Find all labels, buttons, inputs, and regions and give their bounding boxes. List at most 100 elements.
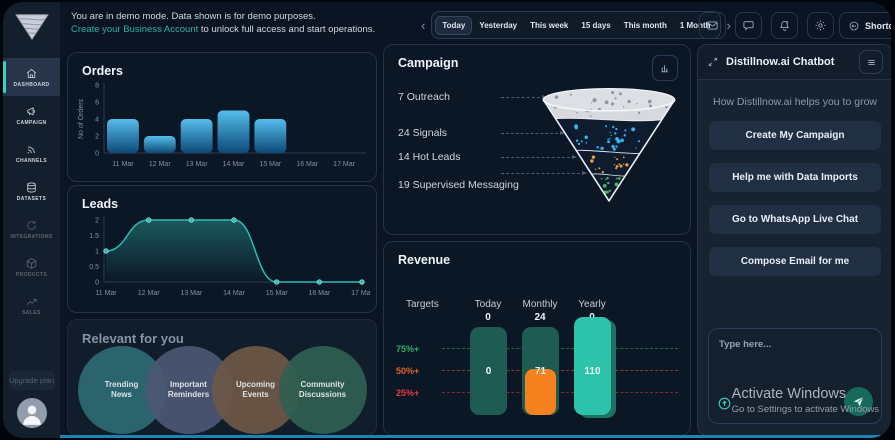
revenue-target-chart: Targets Today 0 Monthly 24 Yearly 0 75%+ 50%+ 25%… bbox=[384, 242, 690, 435]
chatbot-button-help-me-with-data-imports[interactable]: Help me with Data Imports bbox=[709, 163, 881, 192]
attach-button[interactable] bbox=[717, 396, 732, 416]
sidebar-item-datasets[interactable]: DATASETS bbox=[3, 172, 60, 210]
distillnow-logo-icon[interactable] bbox=[13, 11, 51, 48]
svg-text:0: 0 bbox=[95, 151, 99, 158]
sidebar-item-dashboard[interactable]: DASHBOARD bbox=[3, 58, 60, 96]
relevant-title: Relevant for you bbox=[82, 331, 184, 346]
relevant-circle-important-reminders[interactable]: Important Reminders bbox=[144, 346, 233, 434]
campaign-title: Campaign bbox=[398, 56, 459, 70]
sidebar-item-sales[interactable]: SALES bbox=[3, 286, 60, 324]
chat-button[interactable] bbox=[735, 12, 762, 39]
leads-card: Leads 0 0.5 1 1.5 2 11 Mar 12 Mar 13 Mar 14 Mar 1… bbox=[67, 185, 377, 313]
range-tab-this-month[interactable]: This month bbox=[623, 20, 667, 30]
send-icon bbox=[853, 396, 864, 407]
chatbot-quick-actions: Create My Campaign Help me with Data Impo… bbox=[698, 108, 891, 289]
range-tab-1-month[interactable]: 1 Month bbox=[679, 20, 711, 30]
relevant-circle-community-discussions[interactable]: Community Discussions bbox=[278, 346, 367, 434]
orders-card: Orders 0 2 4 6 8 11 Mar 12 Mar 13 Mar 14 Mar 15 M… bbox=[67, 52, 377, 182]
sidebar-item-label: DASHBOARD bbox=[13, 81, 50, 88]
megaphone-icon bbox=[25, 105, 38, 118]
upgrade-plan-button[interactable]: Upgrade plan bbox=[8, 371, 55, 390]
range-tab-15-days[interactable]: 15 days bbox=[581, 20, 611, 30]
chatbot-button-compose-email-for-me[interactable]: Compose Email for me bbox=[709, 247, 881, 276]
bottom-accent-bar bbox=[60, 435, 891, 438]
svg-text:17 Mar: 17 Mar bbox=[333, 161, 355, 168]
svg-text:12 Mar: 12 Mar bbox=[149, 161, 171, 168]
send-button[interactable] bbox=[844, 387, 873, 416]
svg-text:No of Orders: No of Orders bbox=[78, 98, 85, 139]
demo-banner-line1: You are in demo mode. Data shown is for … bbox=[71, 11, 316, 22]
svg-text:12 Mar: 12 Mar bbox=[138, 290, 160, 297]
svg-text:6: 6 bbox=[95, 100, 99, 107]
funnel-stage-label-2: 14 Hot Leads bbox=[398, 151, 461, 163]
chatbot-input-box[interactable]: Type here... bbox=[708, 328, 882, 424]
revenue-card: Revenue Targets Today 0 Monthly 24 Yearly 0 75%… bbox=[383, 241, 691, 436]
revenue-col-today: Today bbox=[474, 299, 502, 310]
leads-title: Leads bbox=[82, 197, 119, 211]
sidebar-item-integrations[interactable]: INTEGRATIONS bbox=[3, 210, 60, 248]
chatbot-header: Distillnow.ai Chatbot bbox=[698, 45, 891, 80]
relevant-card: Relevant for you Trending News Important … bbox=[67, 319, 377, 436]
chatbot-menu-button[interactable] bbox=[859, 50, 883, 74]
circle-label: Important Reminders bbox=[167, 380, 210, 399]
revenue-bar-yearly[interactable]: 110 bbox=[574, 317, 611, 415]
range-tab-today[interactable]: Today bbox=[435, 15, 473, 35]
revenue-bar-today[interactable]: 0 bbox=[470, 327, 507, 415]
funnel-stage-label-0: 7 Outreach bbox=[398, 91, 450, 103]
date-range-bar: ‹ Today Yesterday This week 15 days This mon… bbox=[420, 11, 732, 39]
range-next-button[interactable]: › bbox=[726, 17, 731, 33]
home-icon bbox=[25, 67, 38, 80]
cube-icon bbox=[25, 257, 38, 270]
sidebar-item-label: SALES bbox=[22, 309, 41, 316]
svg-text:8: 8 bbox=[95, 83, 99, 90]
hamburger-icon bbox=[867, 59, 875, 65]
funnel-stage-arrow bbox=[501, 171, 587, 175]
sidebar-item-channels[interactable]: CHANNELS bbox=[3, 134, 60, 172]
revenue-col-yearly: Yearly bbox=[578, 299, 606, 310]
campaign-funnel-chart bbox=[542, 87, 676, 202]
chatbot-button-create-my-campaign[interactable]: Create My Campaign bbox=[709, 121, 881, 150]
shortcuts-icon bbox=[849, 21, 859, 30]
revenue-target-value: 0 bbox=[485, 312, 491, 323]
funnel-stage-label-3: 19 Supervised Messaging bbox=[398, 179, 519, 191]
gear-icon bbox=[815, 20, 826, 31]
svg-text:14 Mar: 14 Mar bbox=[223, 290, 245, 297]
range-tab-this-week[interactable]: This week bbox=[530, 20, 569, 30]
chatbot-title: Distillnow.ai Chatbot bbox=[726, 56, 835, 68]
bar-chart-icon bbox=[661, 65, 668, 73]
user-avatar[interactable] bbox=[16, 398, 47, 428]
svg-text:14 Mar: 14 Mar bbox=[223, 161, 245, 168]
notifications-button[interactable] bbox=[771, 12, 798, 39]
revenue-threshold-label: 25%+ bbox=[396, 388, 420, 398]
demo-banner-line2-rest: to unlock full access and start operatio… bbox=[198, 24, 376, 35]
svg-text:11 Mar: 11 Mar bbox=[112, 161, 134, 168]
range-prev-button[interactable]: ‹ bbox=[421, 17, 426, 33]
revenue-threshold-line bbox=[442, 370, 678, 371]
revenue-bar-label: 110 bbox=[584, 366, 601, 377]
shortcuts-button[interactable]: Shortcuts bbox=[839, 12, 891, 39]
revenue-targets-label: Targets bbox=[406, 299, 439, 310]
range-tab-yesterday[interactable]: Yesterday bbox=[479, 20, 518, 30]
funnel-stage-label-1: 24 Signals bbox=[398, 127, 448, 139]
campaign-chart-button[interactable] bbox=[652, 55, 678, 81]
demo-banner: You are in demo mode. Data shown is for … bbox=[71, 10, 375, 36]
topbar: You are in demo mode. Data shown is for … bbox=[60, 2, 891, 48]
expand-icon[interactable] bbox=[707, 56, 719, 68]
chatbot-input-placeholder: Type here... bbox=[719, 339, 772, 350]
campaign-card: Campaign 7 Outreach 24 Signals 14 Hot Le… bbox=[383, 44, 691, 235]
revenue-bar-monthly[interactable]: 71 bbox=[522, 327, 559, 415]
mail-icon bbox=[707, 21, 718, 30]
sidebar-item-products[interactable]: PRODUCTS bbox=[3, 248, 60, 286]
circle-label: Community Discussions bbox=[298, 380, 347, 399]
shortcuts-label: Shortcuts bbox=[865, 20, 891, 31]
svg-text:13 Mar: 13 Mar bbox=[186, 161, 208, 168]
settings-button[interactable] bbox=[807, 12, 834, 39]
svg-text:15 Mar: 15 Mar bbox=[266, 290, 288, 297]
revenue-title: Revenue bbox=[398, 253, 451, 267]
mail-button[interactable] bbox=[699, 12, 726, 39]
create-business-account-link[interactable]: Create your Business Account bbox=[71, 24, 199, 35]
chatbot-button-go-to-whatsapp-live-chat[interactable]: Go to WhatsApp Live Chat bbox=[709, 205, 881, 234]
circle-label: Trending News bbox=[104, 380, 139, 399]
svg-text:15 Mar: 15 Mar bbox=[259, 161, 281, 168]
sidebar-item-campaign[interactable]: CAMPAIGN bbox=[3, 96, 60, 134]
